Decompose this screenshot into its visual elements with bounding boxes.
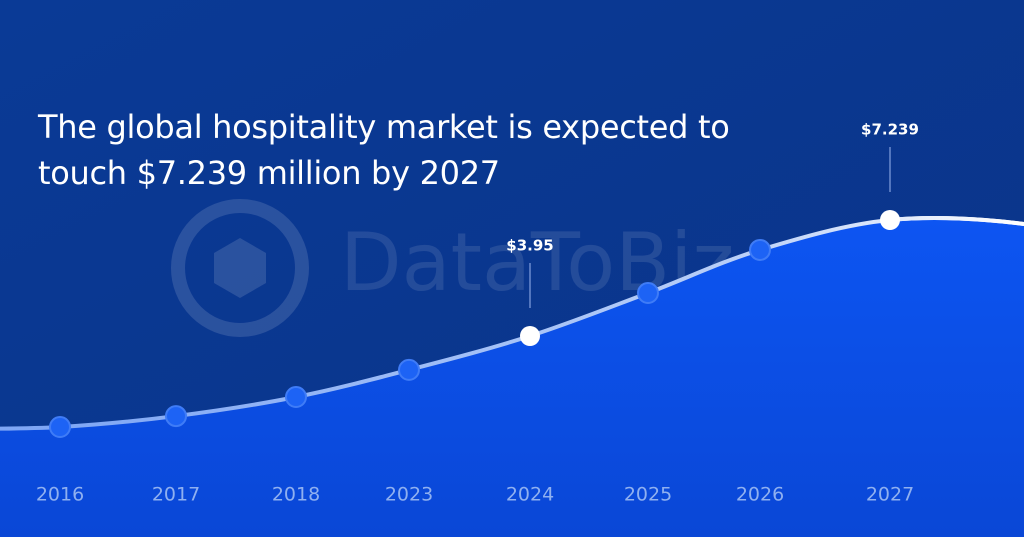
x-tick-label: 2016 [36,484,84,506]
chart-title: The global hospitality market is expecte… [38,108,730,192]
data-point [165,405,187,428]
x-tick-label: 2023 [385,484,433,506]
x-tick-label: 2027 [866,484,914,506]
x-tick-label: 2025 [624,484,672,506]
area-fill [0,218,1024,537]
data-point [398,358,420,381]
x-tick-label: 2024 [506,484,554,506]
line-extension [0,425,61,431]
value-label: $7.239 [861,121,919,139]
data-point [637,281,659,304]
data-point [880,210,900,230]
x-tick-label: 2026 [736,484,784,506]
data-point [49,416,71,438]
x-tick-label: 2017 [152,484,200,506]
data-point [520,326,540,347]
data-point [285,386,307,409]
value-label: $3.95 [506,237,553,255]
data-point [749,238,771,261]
x-tick-label: 2018 [272,484,320,506]
watermark-logo [171,199,309,337]
